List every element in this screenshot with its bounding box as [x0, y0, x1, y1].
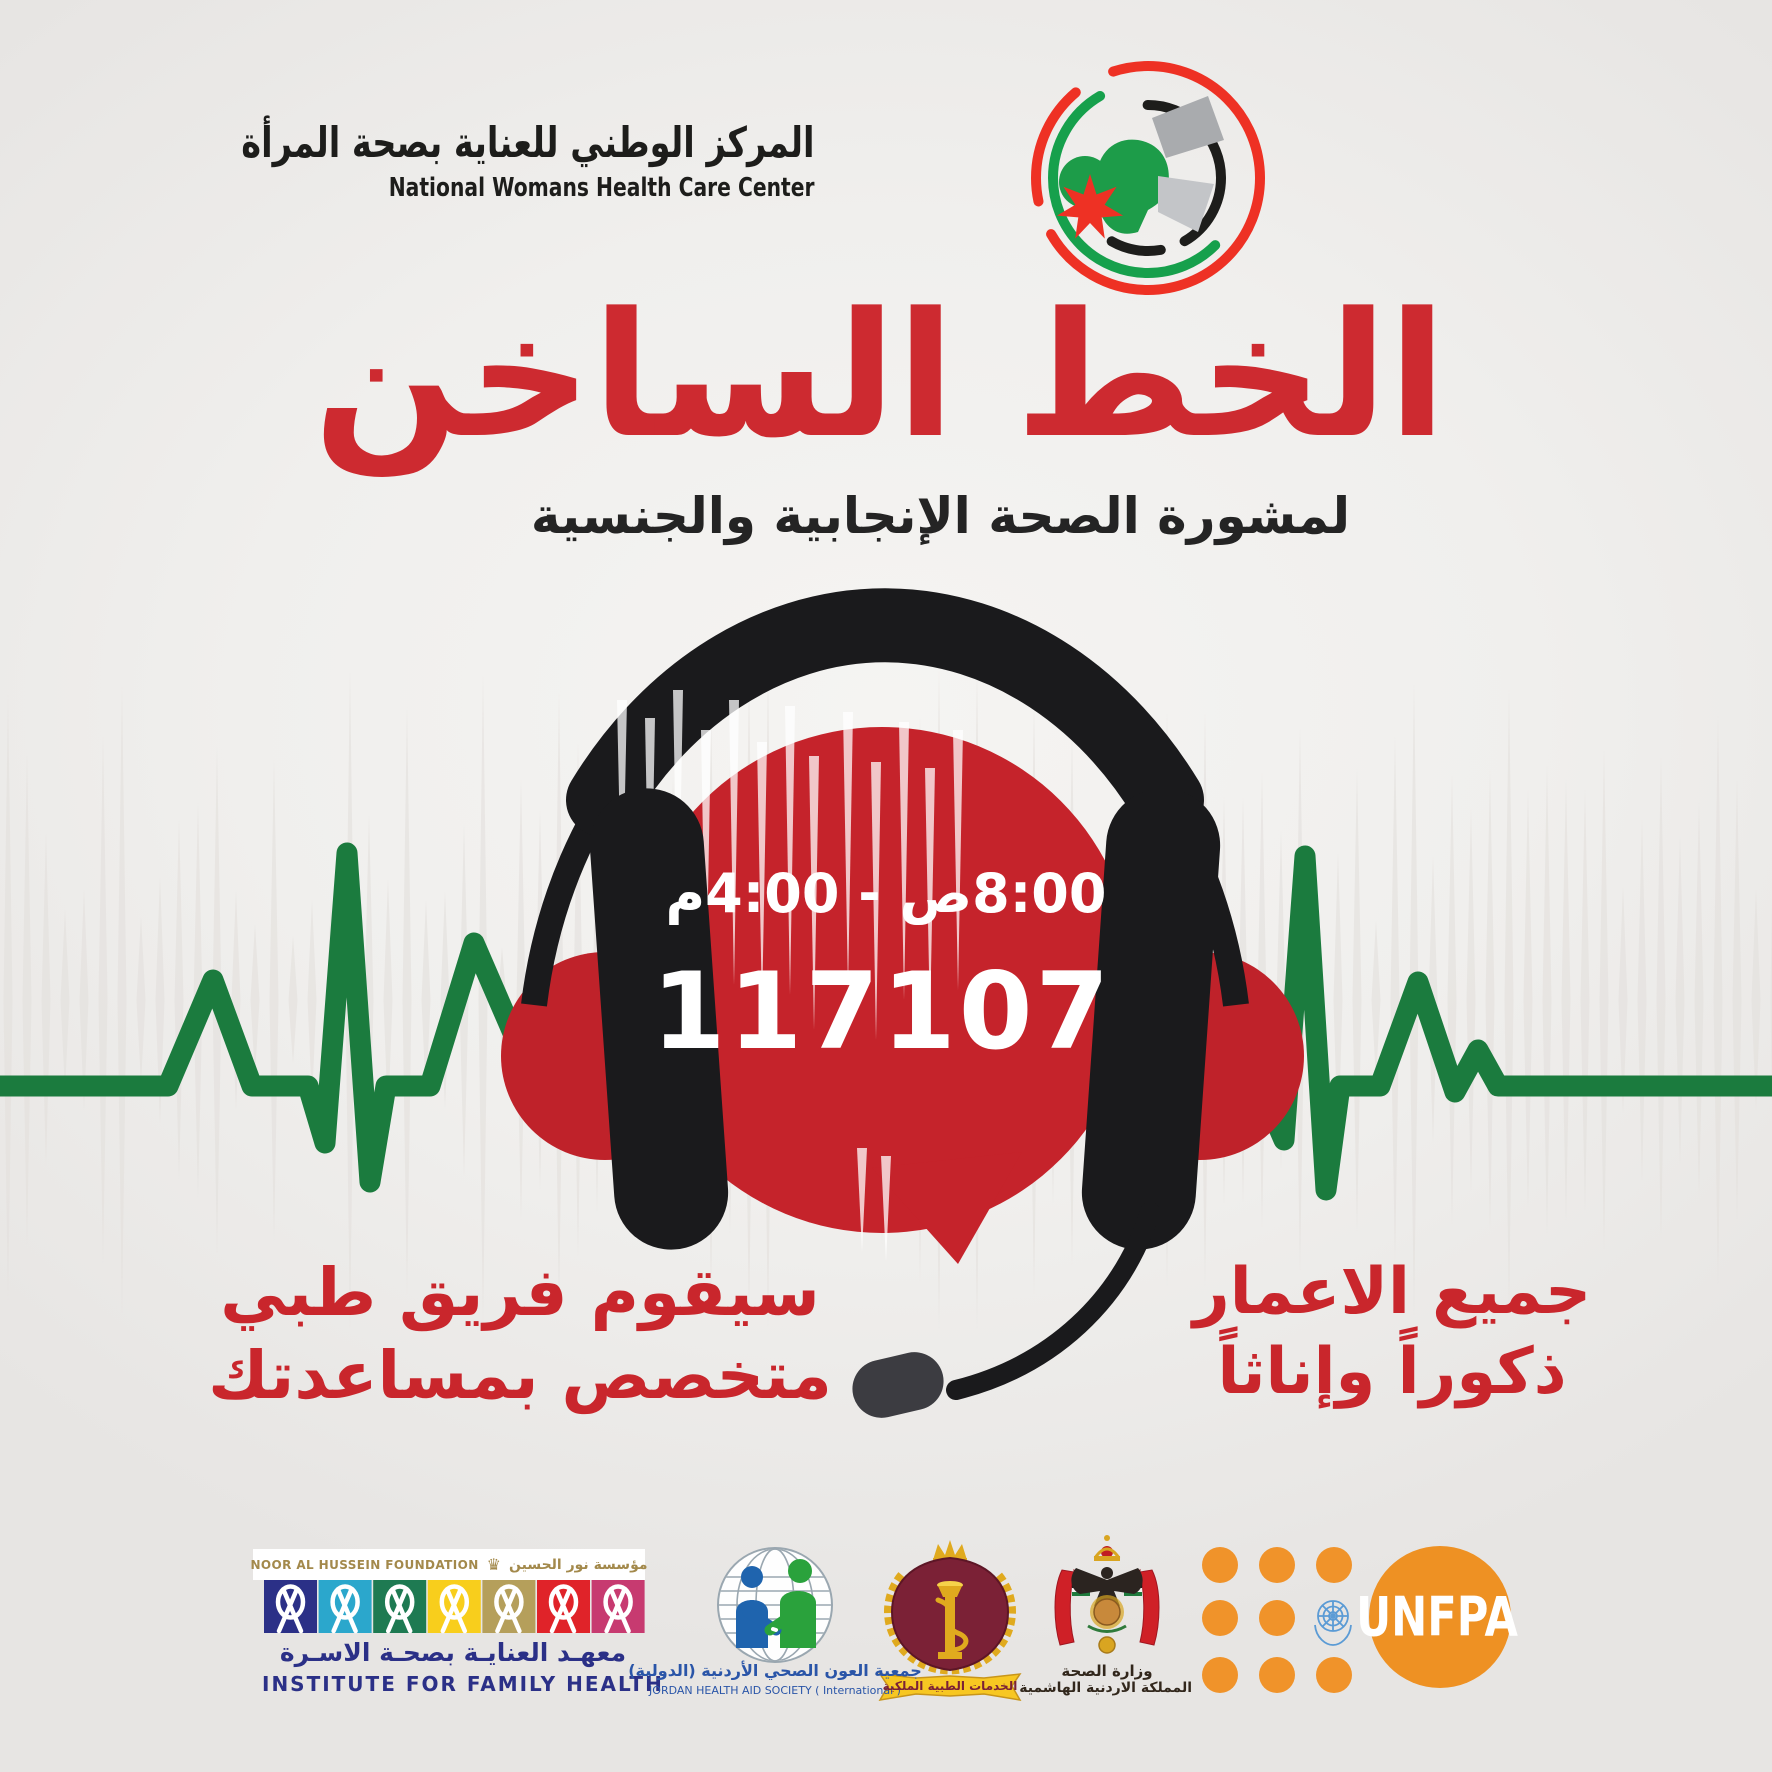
- headset-icon: [501, 588, 1304, 1418]
- logo-red-arc: [1031, 61, 1265, 295]
- nhf-name-arabic: مؤسسة نور الحسين: [509, 1556, 648, 1573]
- rms-logo: [878, 1540, 1022, 1701]
- logo-woman-profile-icon: [1056, 96, 1224, 239]
- hotline-hours: 8:00ص - 4:00م: [665, 862, 1107, 925]
- white-spikes: [617, 690, 963, 1262]
- ifh-name-arabic: معهـد العنايـة بصحـة الاسـرة: [279, 1638, 627, 1667]
- moh-logo: [1054, 1535, 1160, 1654]
- crown-icon: ♛: [486, 1554, 502, 1574]
- nwhcc-logo: [1031, 61, 1265, 295]
- unfpa-label: UNFPA: [1356, 1585, 1518, 1649]
- note-right-line1: جميع الاعمار: [1192, 1255, 1592, 1329]
- note-left-line2: متخصص بمساعدتك: [208, 1336, 832, 1414]
- unfpa-circle: [1369, 1546, 1511, 1688]
- note-right-line2: ذكوراً وإناثاً: [1217, 1335, 1567, 1409]
- mic-boom: [946, 1202, 1160, 1400]
- poster-subtitle: لمشورة الصحة الإنجابية والجنسية: [530, 487, 1350, 545]
- org-header: المركز الوطني للعناية بصحة المرأة Nation…: [98, 118, 815, 203]
- moh-kingdom-arabic: المملكة الاردنية الهاشمية: [1019, 1680, 1192, 1696]
- speech-bubble: [629, 727, 1135, 1264]
- hotline-number: 117107: [651, 950, 1113, 1073]
- handshake-figures-icon: [736, 1559, 816, 1648]
- moh-name-arabic: وزارة الصحة: [1061, 1662, 1153, 1680]
- logo-green-arc: [1048, 78, 1248, 278]
- ear-cup-left: [589, 788, 729, 1250]
- nhf-header-strip: NOOR AL HUSSEIN FOUNDATION ♛ مؤسسة نور ا…: [250, 1549, 648, 1580]
- orange-dots-grid: [1202, 1547, 1352, 1693]
- moh-globe-medal: [1087, 1595, 1127, 1654]
- jhas-logo: [717, 1547, 833, 1663]
- ribbon-squares: [264, 1580, 645, 1634]
- rms-banner-text: الخدمات الطبية الملكية: [882, 1679, 1018, 1693]
- nhf-name-english: NOOR AL HUSSEIN FOUNDATION: [250, 1557, 479, 1572]
- mic-capsule: [852, 1352, 944, 1418]
- org-name-english: National Womans Health Care Center: [389, 173, 815, 203]
- unfpa-logo: [1202, 1546, 1511, 1693]
- note-medical-team: سيقوم فريق طبي متخصص بمساعدتك: [208, 1252, 832, 1417]
- ifh-name-english: INSTITUTE FOR FAMILY HEALTH: [262, 1672, 664, 1696]
- jhas-name-english: JORDAN HEALTH AID SOCIETY ( Internationa…: [649, 1684, 901, 1697]
- rms-banner-ribbon: [878, 1673, 1022, 1701]
- pharmacy-symbol-icon: [935, 1581, 969, 1659]
- note-left-line1: سيقوم فريق طبي: [220, 1254, 820, 1331]
- org-name-arabic: المركز الوطني للعناية بصحة المرأة: [241, 118, 815, 167]
- logo-black-arc: [1070, 100, 1226, 256]
- jordan-star-icon: [1056, 174, 1124, 239]
- note-all-ages: جميع الاعمار ذكوراً وإناثاً: [1193, 1252, 1591, 1412]
- ecg-line-right: [1181, 845, 1772, 1201]
- moh-crown-icon: [1093, 1535, 1121, 1561]
- jhas-name-arabic: جمعية العون الصحي الأردنية (الدولية): [628, 1661, 922, 1680]
- ecg-line-left: [0, 842, 527, 1193]
- poster-title: الخط الساخن: [313, 275, 1447, 476]
- un-emblem-icon: [1314, 1600, 1352, 1646]
- moh-eagle-icon: [1071, 1567, 1143, 1606]
- ear-cup-right: [1081, 788, 1221, 1250]
